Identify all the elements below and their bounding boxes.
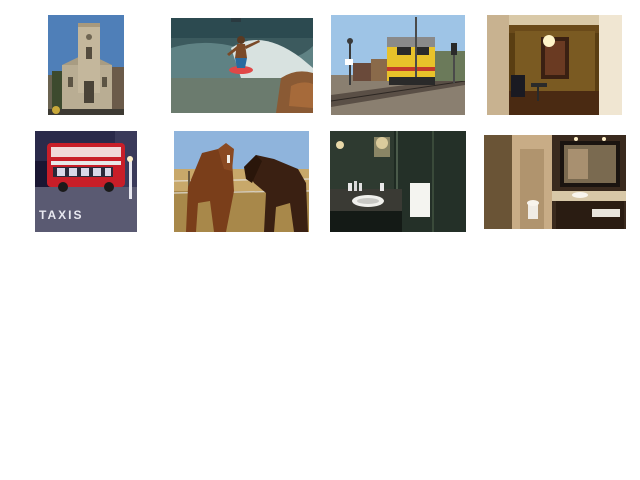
hotel-bathroom-vanity-photo[interactable] <box>484 135 626 229</box>
red-double-decker-bus-photo[interactable]: TAXIS <box>35 131 137 232</box>
dark-bathroom-sink-photo[interactable] <box>330 131 466 232</box>
surfer-on-wave-photo[interactable] <box>171 18 313 113</box>
church-tower-photo[interactable] <box>48 15 124 115</box>
two-horses-in-field-photo[interactable] <box>174 131 309 232</box>
freight-locomotive-photo[interactable] <box>331 15 465 115</box>
dim-interior-room-photo[interactable] <box>487 15 622 115</box>
bus-lane-sign: TAXIS <box>39 208 83 222</box>
